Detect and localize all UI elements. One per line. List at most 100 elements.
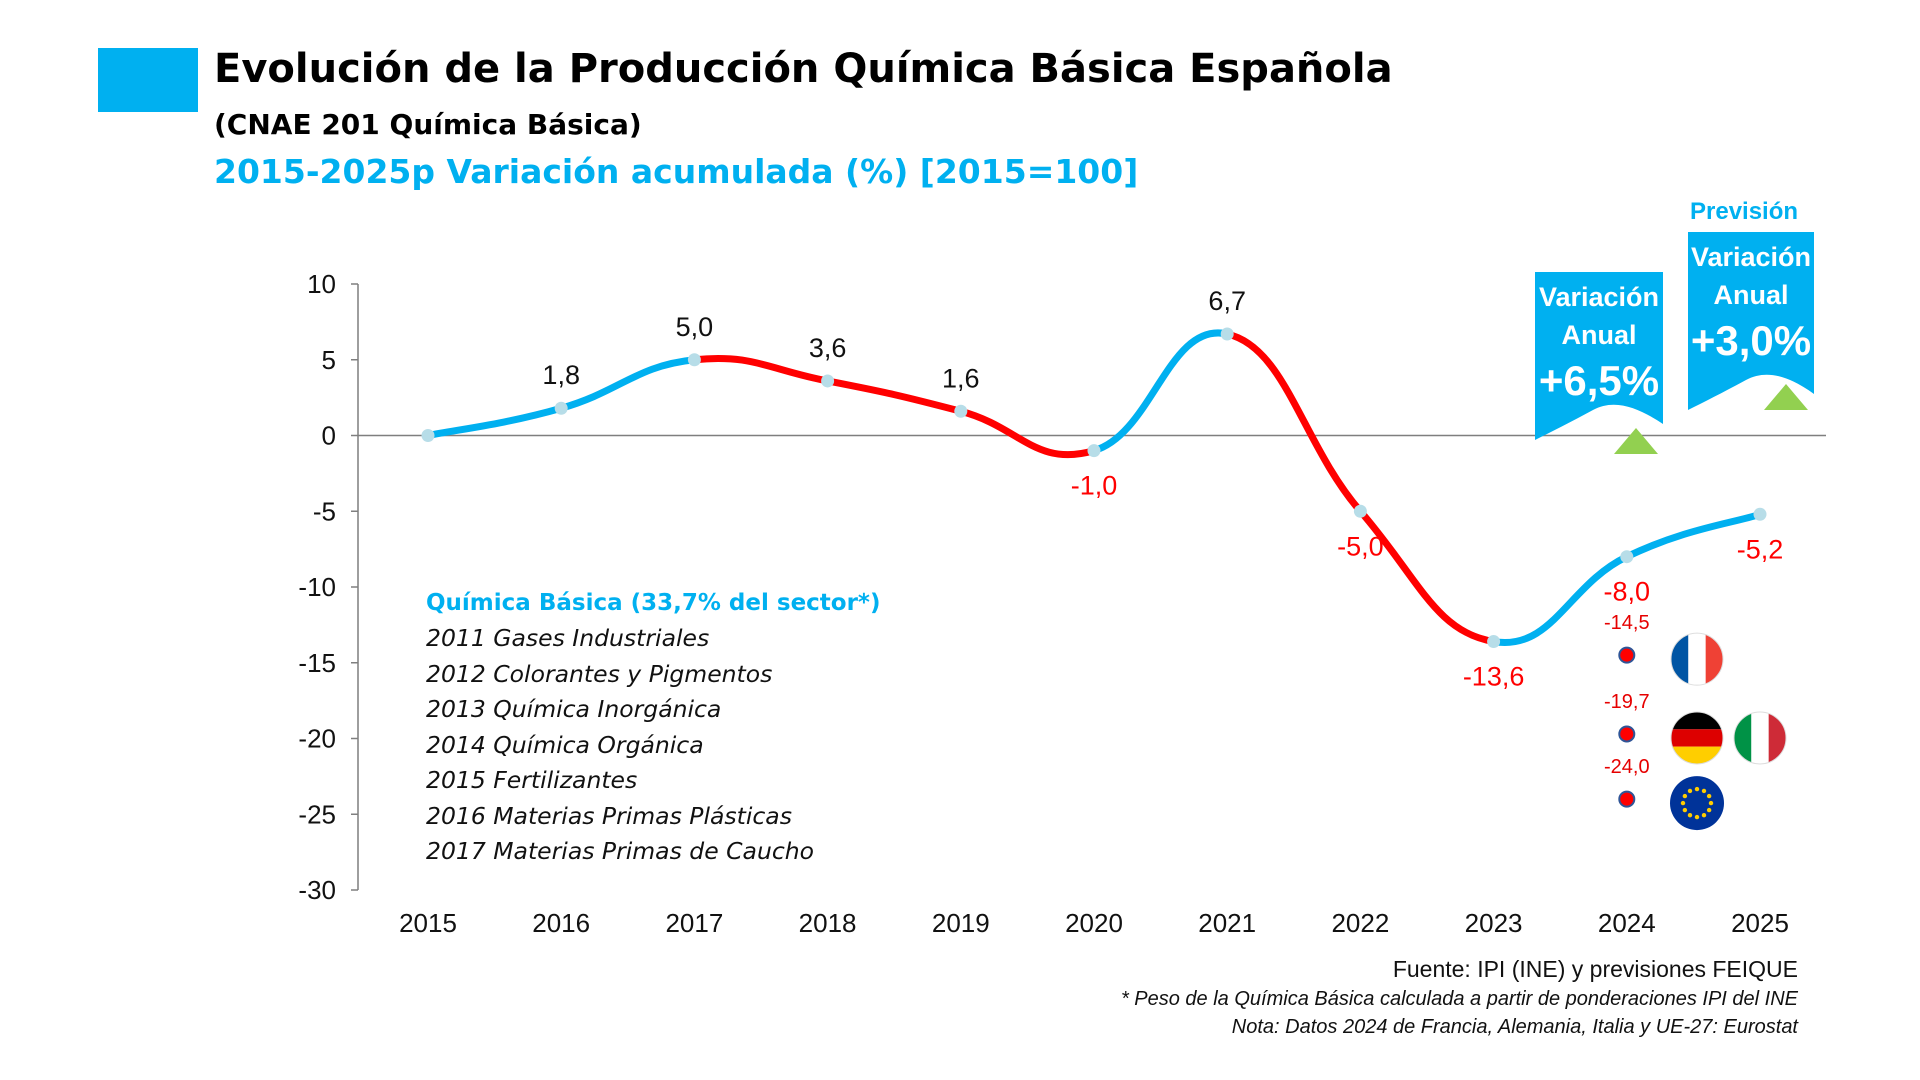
banner-2025-line1: Variación	[1690, 242, 1812, 272]
data-label: 6,7	[1208, 286, 1246, 316]
eu-star	[1694, 814, 1700, 820]
legend-item: 2013 Química Inorgánica	[426, 695, 722, 723]
series-line-segment	[1090, 329, 1231, 455]
series-line-segment	[424, 404, 565, 439]
germany-flag-icon	[1670, 711, 1724, 765]
flag-stripe	[1768, 711, 1786, 764]
y-tick-label: -20	[298, 724, 336, 754]
data-label: 1,6	[942, 363, 980, 393]
eu-star	[1680, 800, 1686, 806]
data-label: -5,0	[1337, 531, 1384, 561]
data-label: -13,6	[1463, 662, 1525, 692]
flag-stripe	[1688, 633, 1706, 686]
data-point	[1753, 507, 1767, 521]
legend-item: 2016 Materias Primas Plásticas	[426, 801, 792, 830]
x-tick-label: 2025	[1731, 908, 1789, 938]
eu-star	[1682, 807, 1688, 813]
chart-subtitle: (CNAE 201 Química Básica)	[214, 108, 642, 141]
data-label: 5,0	[676, 312, 714, 342]
chart-title: Evolución de la Producción Química Básic…	[214, 46, 1393, 92]
y-tick-label: 10	[307, 269, 336, 299]
series-line-segment	[1223, 330, 1364, 515]
banner-2024-line1: Variación	[1538, 282, 1660, 312]
comparison-label: -19,7	[1604, 691, 1650, 713]
italy-flag-icon	[1733, 711, 1787, 765]
y-tick-label: -5	[313, 496, 336, 526]
up-arrow-2024	[1614, 428, 1658, 454]
x-tick-label: 2020	[1065, 908, 1123, 938]
eu-star	[1706, 807, 1712, 813]
data-point	[421, 429, 435, 442]
flag-stripe	[1734, 711, 1752, 764]
comparison-label: -24,0	[1604, 756, 1650, 778]
data-label: -8,0	[1604, 577, 1651, 607]
x-tick-label: 2015	[399, 908, 457, 938]
eu-star	[1701, 813, 1707, 818]
prevision-label: Previsión	[1690, 198, 1799, 225]
series-line-segment	[957, 407, 1098, 459]
data-point	[554, 401, 568, 415]
comparison-point	[1618, 725, 1636, 743]
legend-item: 2014 Química Orgánica	[426, 730, 704, 759]
up-arrow-2025	[1764, 384, 1808, 410]
data-point	[1620, 550, 1634, 564]
data-label: 1,8	[542, 360, 580, 390]
banner-2024-line2: Anual	[1561, 320, 1637, 350]
legend-item: 2012 Colorantes y Pigmentos	[426, 659, 773, 688]
flag-stripe	[1671, 633, 1689, 686]
x-tick-label: 2021	[1198, 908, 1256, 938]
x-tick-label: 2024	[1598, 908, 1656, 938]
data-point	[821, 374, 835, 388]
eu-star	[1708, 800, 1714, 806]
comparison-label: -14,5	[1604, 612, 1650, 634]
flag-stripe	[1705, 633, 1723, 686]
legend-box: Química Básica (33,7% del sector*) 2011 …	[426, 590, 880, 873]
y-tick-label: 5	[322, 345, 336, 375]
title-accent-block	[98, 48, 198, 112]
flag-stripe	[1671, 746, 1723, 764]
y-tick-label: -30	[298, 875, 336, 905]
series-line-segment	[1490, 553, 1631, 647]
flag-stripe	[1671, 711, 1723, 730]
data-label: 3,6	[809, 333, 847, 363]
y-tick-label: -15	[298, 648, 336, 678]
x-tick-label: 2018	[799, 908, 857, 938]
x-tick-label: 2019	[932, 908, 990, 938]
legend-heading: Química Básica (33,7% del sector*)	[426, 590, 881, 616]
series-line-segment	[1356, 507, 1498, 646]
series-line-segment	[1623, 510, 1764, 561]
banner-2025-value: +3,0%	[1690, 317, 1812, 364]
data-point	[1487, 635, 1501, 649]
x-tick-label: 2022	[1331, 908, 1389, 938]
series-line-segment	[824, 377, 965, 415]
comparison-point	[1618, 790, 1636, 808]
series-line-segment	[690, 354, 832, 385]
eu-star	[1701, 788, 1707, 794]
comparison-point	[1618, 646, 1636, 664]
eu-star	[1694, 786, 1700, 792]
legend-item: 2015 Fertilizantes	[426, 766, 638, 794]
footer-note-eurostat: Nota: Datos 2024 de Francia, Alemania, I…	[1231, 1016, 1798, 1038]
legend-item: 2011 Gases Industriales	[426, 624, 710, 652]
flag-stripe	[1671, 729, 1723, 747]
series-line-segment	[557, 356, 698, 412]
eu-flag-icon	[1670, 776, 1724, 831]
y-tick-label: -25	[298, 799, 336, 829]
y-tick-label: -10	[298, 572, 336, 602]
data-point	[1353, 504, 1367, 518]
banner-2025-line2: Anual	[1713, 280, 1789, 310]
data-point	[1087, 444, 1101, 458]
data-point	[954, 404, 968, 418]
eu-star	[1687, 813, 1693, 818]
chart-subtitle-range: 2015-2025p Variación acumulada (%) [2015…	[214, 152, 1139, 191]
data-point	[687, 353, 701, 367]
eu-star	[1706, 793, 1712, 799]
data-label: -5,2	[1737, 534, 1784, 564]
eu-star	[1682, 793, 1688, 799]
footer-source: Fuente: IPI (INE) y previsiones FEIQUE	[1392, 956, 1798, 982]
data-point	[1220, 327, 1234, 341]
france-flag-icon	[1670, 632, 1724, 686]
legend-item: 2017 Materias Primas de Caucho	[426, 837, 815, 865]
y-tick-label: 0	[322, 421, 336, 451]
